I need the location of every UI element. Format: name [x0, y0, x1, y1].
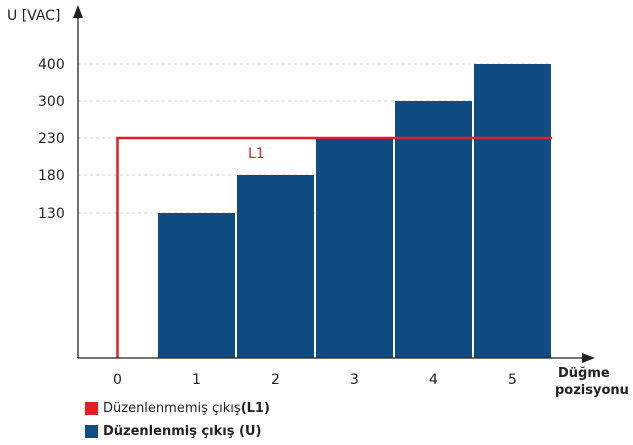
bar-1 [158, 213, 235, 358]
reference-line-label: L1 [248, 146, 265, 162]
axes [73, 5, 595, 363]
legend-item-l1: Düzenlenmemiş çıkış (L1) [85, 401, 270, 416]
x-axis-arrow [582, 353, 595, 363]
x-axis-label-line2: pozisyonu [555, 383, 629, 398]
legend-label-l1-bold: (L1) [240, 401, 270, 416]
bar-3 [316, 138, 393, 358]
x-tick-label: 5 [508, 372, 517, 388]
legend-swatch-blue [85, 425, 98, 438]
bar-5 [474, 64, 551, 358]
y-tick-label: 130 [38, 206, 65, 222]
legend-item-u: Düzenlenmiş çıkış (U) [85, 424, 261, 439]
y-axis-arrow [73, 5, 83, 18]
x-tick-label: 0 [113, 372, 122, 388]
x-tick-label: 4 [429, 372, 438, 388]
legend-swatch-red [85, 402, 98, 415]
bars [158, 64, 551, 358]
y-tick-label: 400 [38, 57, 65, 73]
reference-line-l1: L1 [116, 136, 552, 358]
y-tick-labels: 130 180 230 300 400 [38, 57, 65, 222]
legend-label-l1: Düzenlenmemiş çıkış [103, 401, 241, 416]
reference-line [116, 136, 552, 358]
y-tick-label: 230 [38, 131, 65, 147]
bar-4 [395, 101, 472, 358]
x-tick-labels: 0 1 2 3 4 5 [113, 372, 517, 388]
y-axis-label: U [VAC] [7, 8, 60, 24]
x-tick-label: 1 [192, 372, 201, 388]
x-axis-label-line1: Düğme [558, 366, 610, 381]
legend-label-u: Düzenlenmiş çıkış (U) [103, 424, 262, 439]
y-tick-label: 180 [38, 168, 65, 184]
bar-2 [237, 175, 314, 358]
y-tick-label: 300 [38, 94, 65, 110]
x-tick-label: 3 [350, 372, 359, 388]
x-tick-label: 2 [271, 372, 280, 388]
